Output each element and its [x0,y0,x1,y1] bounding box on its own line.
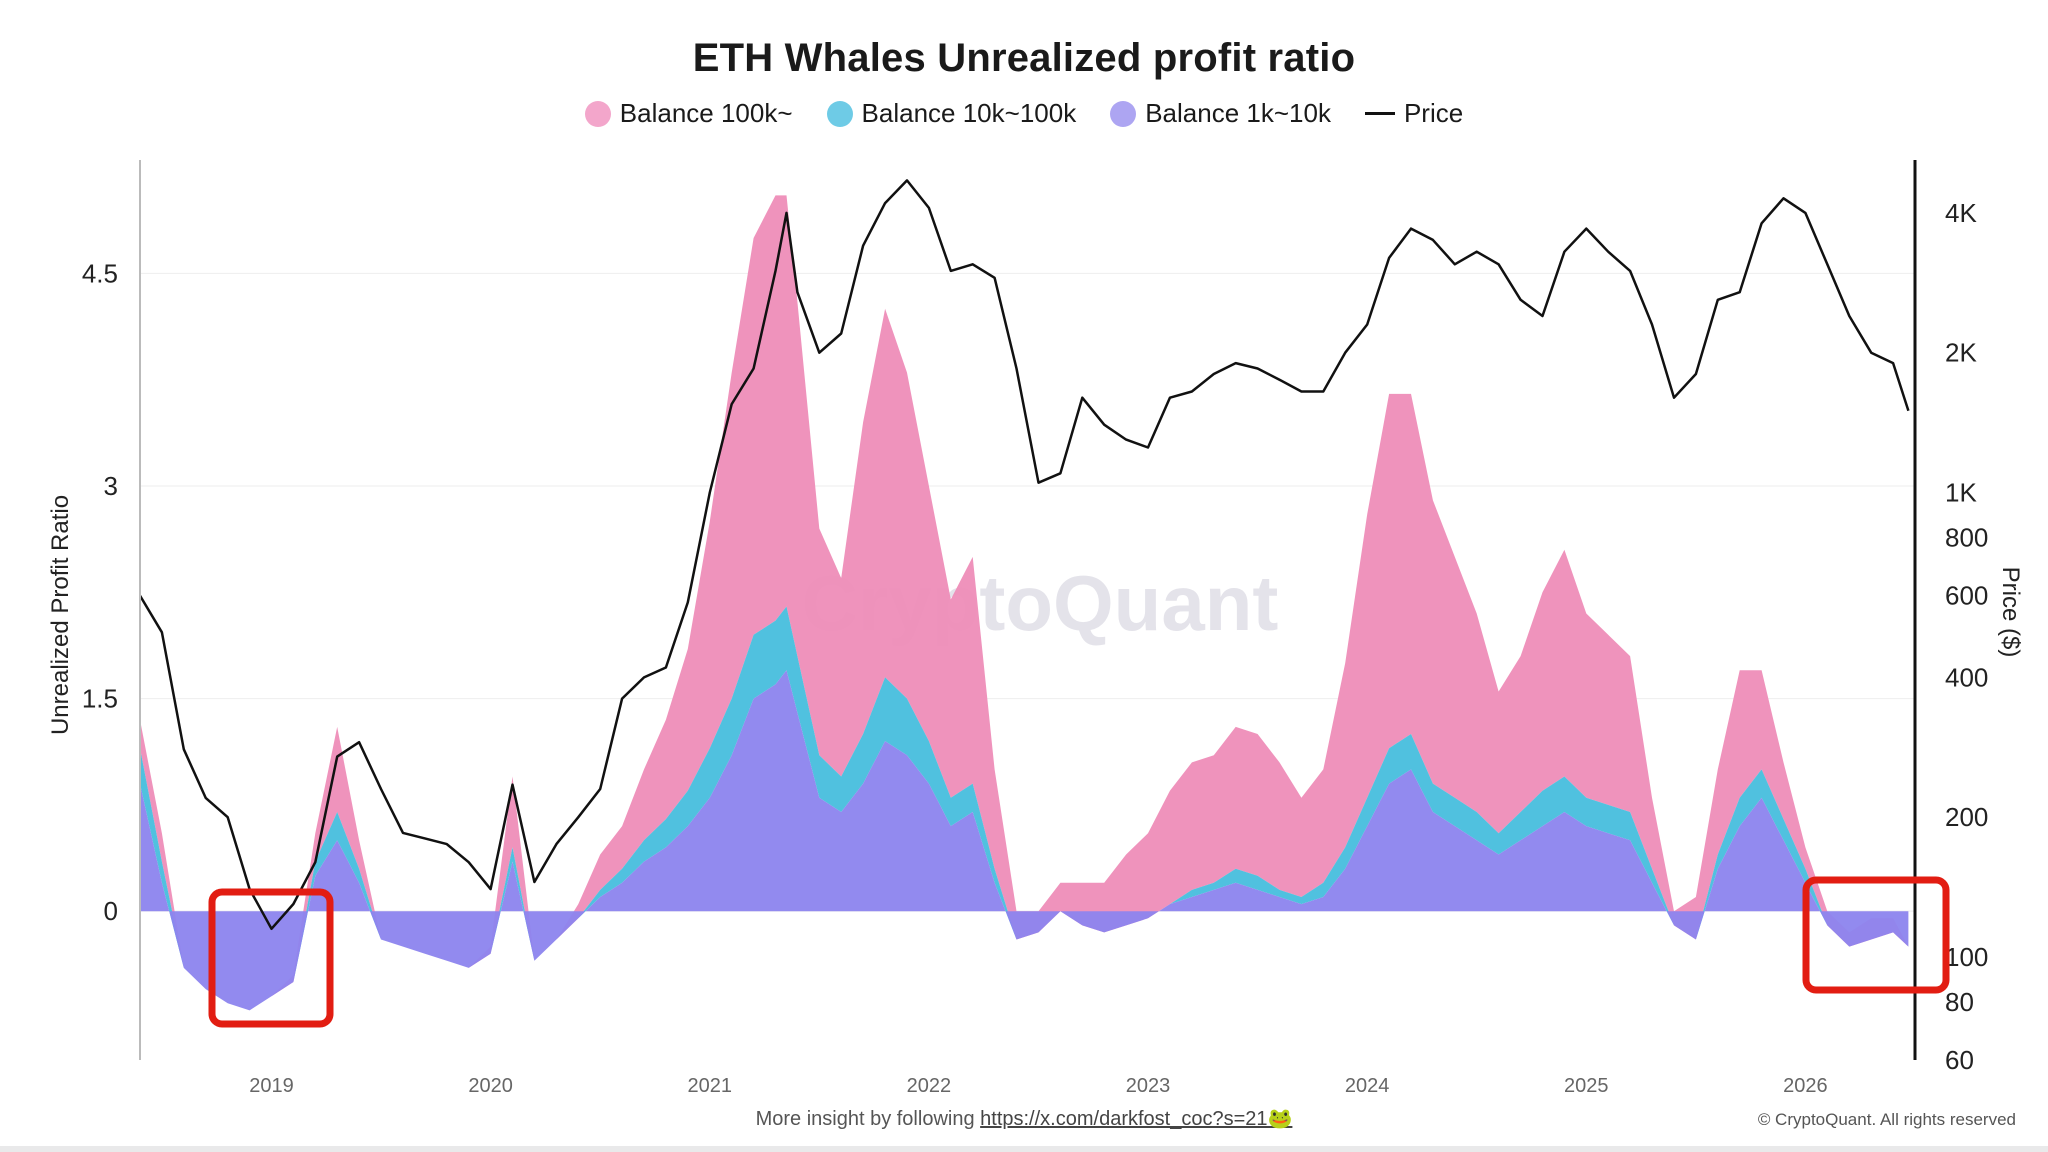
y2-tick-label: 600 [1945,581,1988,611]
y-tick-label: 3 [104,471,118,501]
x-tick-label: 2021 [688,1075,733,1097]
legend-dot-pink-icon [584,100,611,127]
y2-tick-label: 100 [1945,942,1988,972]
y-tick-label: 4.5 [82,258,118,288]
series-price-line [138,179,1910,931]
legend-dot-cyan-icon [826,100,853,127]
series-balance-1k-10k-area [140,670,1909,1011]
footer-text: More insight by following [755,1108,975,1130]
y-axis-title: Unrealized Profit Ratio [47,495,74,735]
y2-tick-label: 800 [1945,523,1988,553]
copyright: © CryptoQuant. All rights reserved [1757,1110,2016,1129]
legend-line-icon [1364,112,1395,115]
highlight-box-2026 [1802,876,1950,994]
legend-label: Balance 100k~ [619,98,793,128]
legend: Balance 100k~ Balance 10k~100k Balance 1… [0,98,2048,129]
legend-label: Balance 1k~10k [1145,98,1331,128]
highlight-box-2019 [208,888,334,1028]
legend-item-balance-10k-100k[interactable]: Balance 10k~100k [826,98,1077,129]
x-tick-label: 2023 [1126,1075,1171,1097]
x-tick-label: 2024 [1345,1075,1390,1097]
x-tick-label: 2026 [1783,1075,1828,1097]
y2-axis-title: Price ($) [1997,567,2024,658]
series-balance-100k-area [140,195,1909,1011]
y2-tick-label: 60 [1945,1045,1974,1075]
footer: More insight by following https://x.com/… [0,1106,2048,1131]
x-tick-label: 2025 [1564,1075,1609,1097]
y2-tick-label: 400 [1945,662,1988,692]
chart-title: ETH Whales Unrealized profit ratio [692,36,1356,80]
y-tick-label: 0 [104,896,118,926]
x-tick-label: 2019 [249,1075,294,1097]
legend-item-price[interactable]: Price [1364,98,1464,129]
legend-dot-purple-icon [1110,100,1137,127]
y2-tick-label: 80 [1945,987,1974,1017]
y2-tick-label: 2K [1945,338,1977,368]
footer-link[interactable]: https://x.com/darkfost_coc?s=21🐸 [980,1108,1293,1130]
x-tick-label: 2020 [468,1075,513,1097]
legend-item-balance-100k[interactable]: Balance 100k~ [584,98,793,129]
series-balance-10k-100k-area [140,606,1909,1011]
y2-tick-label: 1K [1945,478,1977,508]
legend-label: Balance 10k~100k [861,98,1077,128]
legend-label: Price [1403,98,1464,128]
y2-tick-label: 200 [1945,802,1988,832]
y2-tick-label: 4K [1945,198,1977,228]
bottom-strip [0,1146,2048,1152]
legend-item-balance-1k-10k[interactable]: Balance 1k~10k [1110,98,1331,129]
y-tick-label: 1.5 [82,684,118,714]
x-tick-label: 2022 [907,1075,952,1097]
